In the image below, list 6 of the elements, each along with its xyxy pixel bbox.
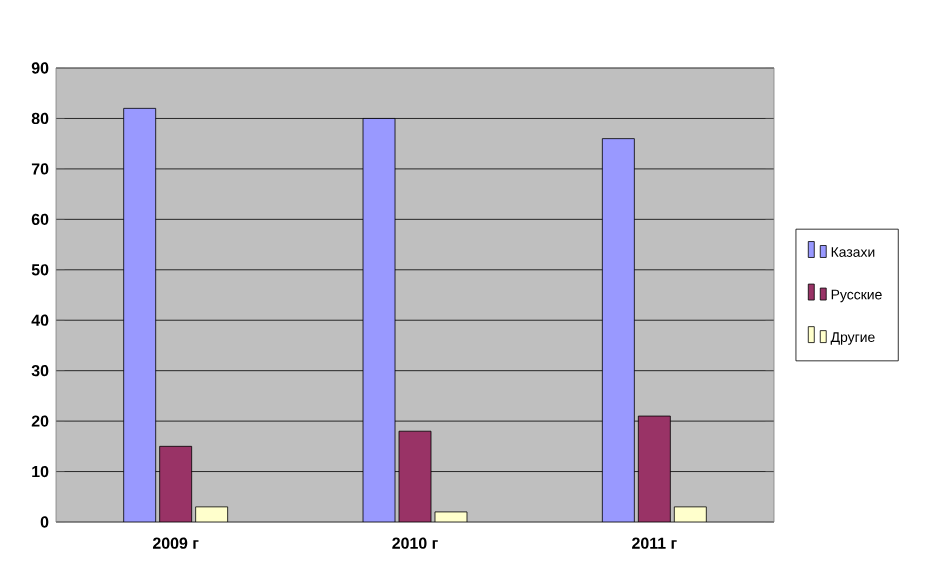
bar bbox=[362, 118, 396, 522]
bar bbox=[601, 138, 635, 522]
bar bbox=[637, 415, 671, 522]
bar bbox=[398, 430, 432, 522]
bar bbox=[123, 107, 157, 522]
bar bbox=[159, 445, 193, 522]
